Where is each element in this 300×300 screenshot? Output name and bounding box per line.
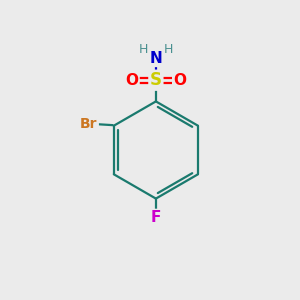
Text: F: F xyxy=(151,210,161,225)
Text: O: O xyxy=(173,73,187,88)
Text: H: H xyxy=(164,44,173,56)
Text: Br: Br xyxy=(80,117,98,131)
Text: O: O xyxy=(125,73,138,88)
Text: S: S xyxy=(150,71,162,89)
Text: H: H xyxy=(139,44,148,56)
Text: N: N xyxy=(149,51,162,66)
